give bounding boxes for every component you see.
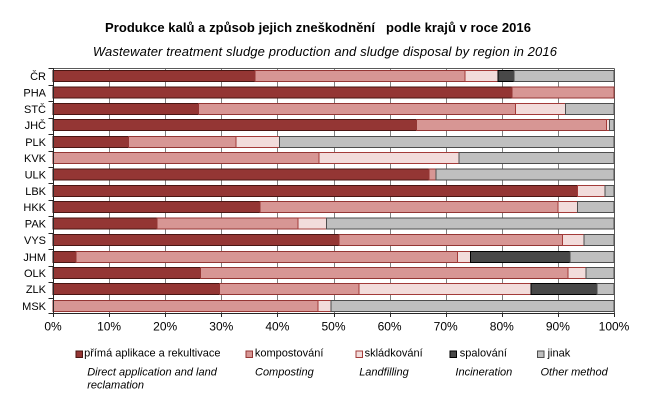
svg-text:HKK: HKK xyxy=(23,202,46,214)
svg-text:spalování: spalování xyxy=(460,347,507,359)
svg-text:Composting: Composting xyxy=(255,366,315,378)
svg-text:Incineration: Incineration xyxy=(455,366,512,378)
svg-text:Landfilling: Landfilling xyxy=(359,366,409,378)
svg-text:Wastewater treatment sludge pr: Wastewater treatment sludge production a… xyxy=(93,44,558,59)
svg-text:80%: 80% xyxy=(490,320,514,334)
svg-text:100%: 100% xyxy=(599,320,630,334)
svg-text:40%: 40% xyxy=(265,320,289,334)
svg-text:skládkování: skládkování xyxy=(365,347,423,359)
svg-text:OLK: OLK xyxy=(24,268,47,280)
svg-text:VYS: VYS xyxy=(24,235,46,247)
svg-text:ZLK: ZLK xyxy=(26,284,47,296)
svg-text:PLK: PLK xyxy=(25,137,46,149)
svg-text:20%: 20% xyxy=(153,320,177,334)
svg-text:JHM: JHM xyxy=(23,252,46,264)
svg-text:JHČ: JHČ xyxy=(25,119,46,132)
svg-text:Direct application and land: Direct application and land xyxy=(87,366,218,378)
svg-text:ČR: ČR xyxy=(30,70,46,83)
svg-text:70%: 70% xyxy=(434,320,458,334)
svg-text:LBK: LBK xyxy=(25,186,46,198)
svg-text:STČ: STČ xyxy=(24,103,46,116)
svg-text:PAK: PAK xyxy=(25,219,47,231)
svg-text:MSK: MSK xyxy=(22,301,47,313)
svg-text:0%: 0% xyxy=(44,320,62,334)
svg-text:10%: 10% xyxy=(97,320,121,334)
svg-text:Produkce kalů a způsob jejich: Produkce kalů a způsob jejich zneškodněn… xyxy=(105,20,531,35)
svg-text:jinak: jinak xyxy=(547,347,571,359)
svg-text:90%: 90% xyxy=(546,320,570,334)
svg-text:60%: 60% xyxy=(378,320,402,334)
svg-text:přímá aplikace a rekultivace: přímá aplikace a rekultivace xyxy=(84,347,220,359)
svg-text:ULK: ULK xyxy=(25,170,47,182)
svg-text:reclamation: reclamation xyxy=(87,380,144,392)
svg-text:PHA: PHA xyxy=(23,88,46,100)
svg-text:50%: 50% xyxy=(321,320,345,334)
svg-text:KVK: KVK xyxy=(24,153,47,165)
svg-text:kompostování: kompostování xyxy=(255,347,323,359)
svg-text:30%: 30% xyxy=(209,320,233,334)
svg-text:Other method: Other method xyxy=(541,366,609,378)
